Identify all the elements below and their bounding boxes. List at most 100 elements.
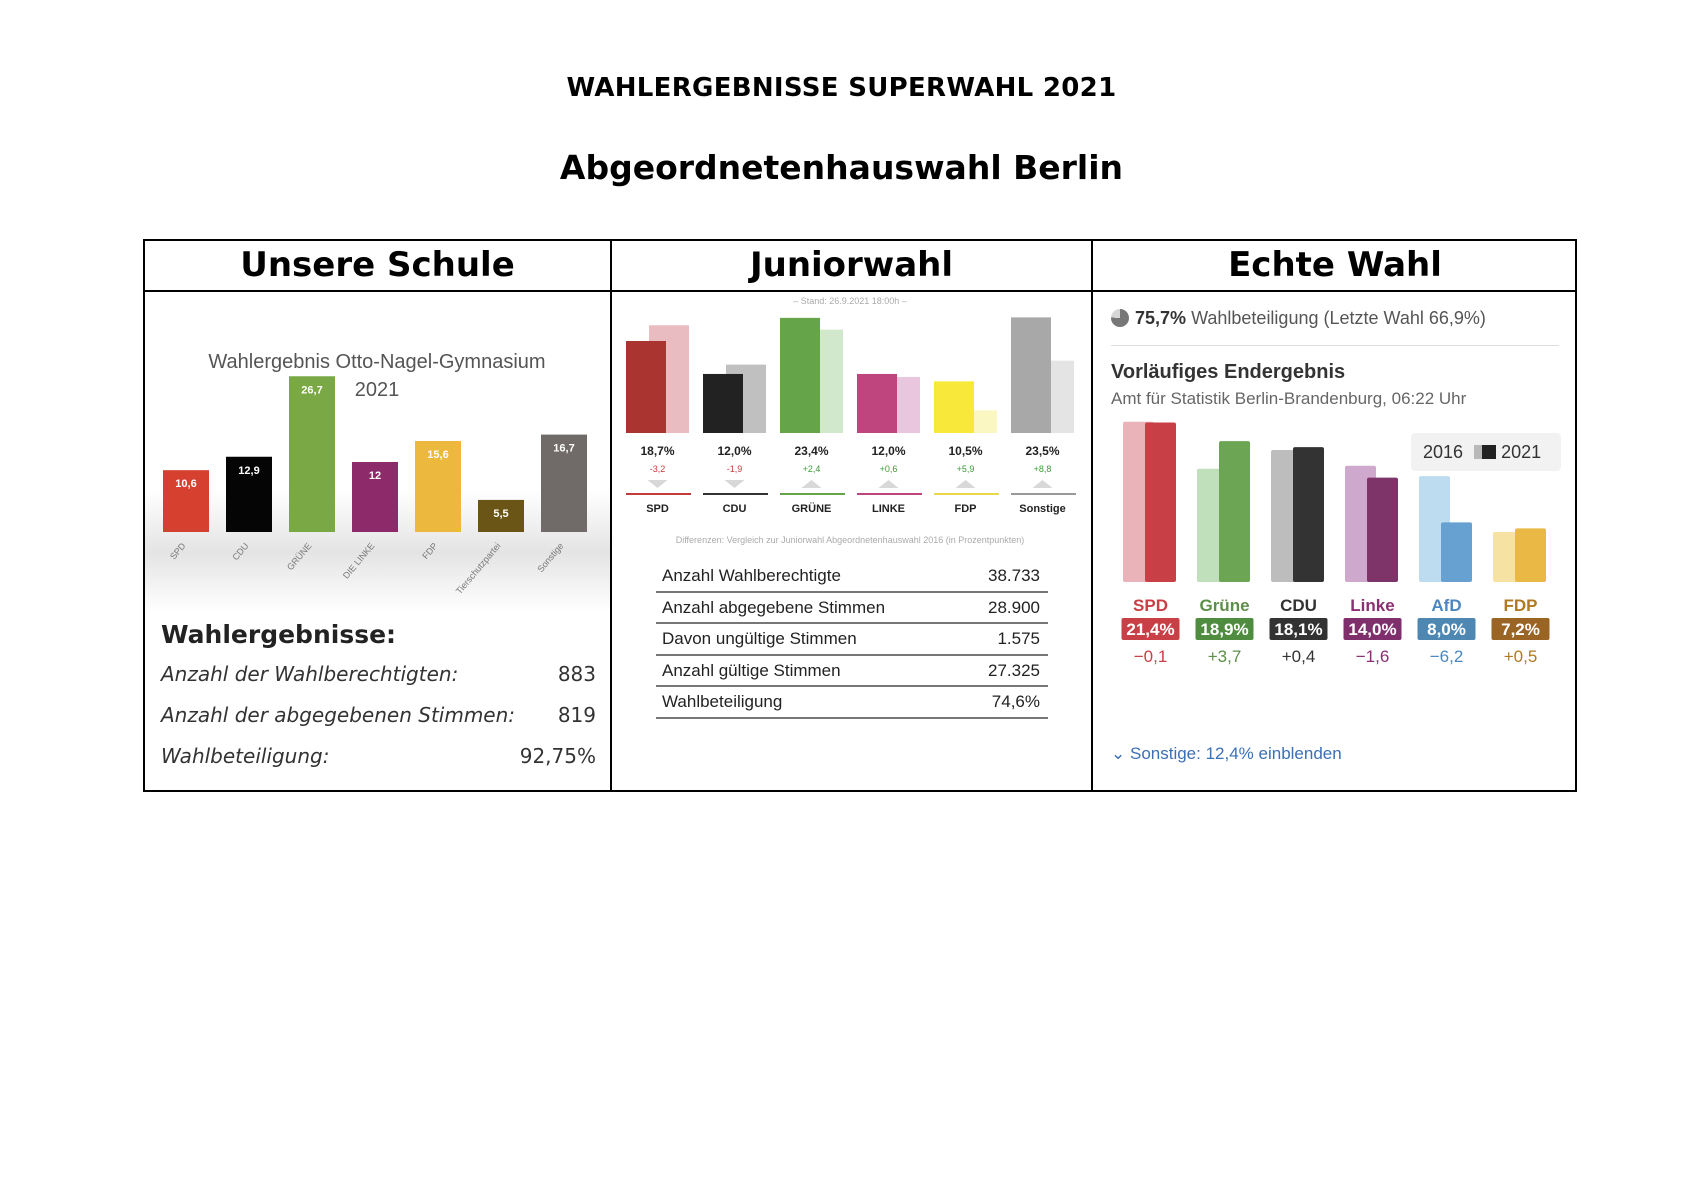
legend-2021-swatch	[1482, 445, 1497, 459]
junior-chart: – Stand: 26.9.2021 18:00h – Differenzen:…	[626, 296, 1076, 545]
junior-stat-value: 74,6%	[991, 692, 1040, 711]
value-badge	[1269, 618, 1328, 640]
junior-stat-label: Wahlbeteiligung	[662, 692, 783, 711]
column-header-school: Unsere Schule	[240, 245, 515, 285]
junior-panel: – Stand: 26.9.2021 18:00h – Differenzen:…	[612, 292, 1091, 792]
data-label: 12,0%	[871, 444, 905, 458]
junior-stat-value: 28.900	[988, 597, 1040, 617]
trend-arrow-icon	[724, 480, 745, 488]
junior-stat-label: Davon ungültige Stimmen	[662, 629, 857, 648]
diff-label: +2,4	[803, 464, 821, 474]
diff-label: +5,9	[957, 464, 975, 474]
x-tick-label: FDP	[1504, 596, 1538, 615]
value-badge	[1343, 618, 1402, 640]
bar-2021	[1011, 317, 1051, 433]
trend-arrow-icon	[955, 480, 976, 488]
junior-stat-label: Anzahl Wahlberechtigte	[662, 566, 841, 585]
data-label: 23,5%	[1025, 444, 1059, 458]
real-source: Amt für Statistik Berlin-Brandenburg, 06…	[1111, 389, 1467, 408]
bar-2021	[1145, 422, 1176, 582]
data-label: 18,7%	[640, 444, 674, 458]
column-header-real: Echte Wahl	[1228, 245, 1442, 285]
bar-2021	[626, 340, 666, 433]
turnout-line: 75,7% Wahlbeteiligung (Letzte Wahl 66,9%…	[1111, 308, 1486, 329]
school-stat-value: 92,75%	[519, 744, 596, 768]
x-tick-label: FDP	[955, 503, 977, 515]
data-label: 7,2%	[1501, 620, 1540, 639]
school-panel: Wahlergebnis Otto-Nagel-Gymnasium 2021 1…	[145, 292, 610, 792]
turnout-pie-icon	[1111, 309, 1129, 327]
show-others-toggle[interactable]: ⌄ Sonstige: 12,4% einblenden	[1111, 744, 1342, 764]
data-label: 12,9	[238, 465, 259, 477]
party-line	[780, 493, 845, 495]
x-tick-label: AfD	[1431, 596, 1461, 615]
data-label: 8,0%	[1427, 620, 1466, 639]
trend-arrow-icon	[878, 480, 899, 488]
value-badge	[1195, 618, 1254, 640]
x-tick-label: CDU	[1280, 596, 1317, 615]
diff-label: -1,9	[727, 464, 743, 474]
bar-2021	[1293, 447, 1324, 582]
real-heading: Vorläufiges Endergebnis	[1111, 361, 1346, 383]
diff-label: +3,7	[1208, 647, 1242, 666]
diff-label: +8,8	[1034, 464, 1052, 474]
trend-arrow-icon	[1032, 480, 1053, 488]
party-line	[857, 493, 922, 495]
diff-label: −0,1	[1134, 647, 1168, 666]
party-line	[626, 493, 691, 495]
party-line	[703, 493, 768, 495]
show-others-label: Sonstige: 12,4% einblenden	[1129, 744, 1342, 763]
chevron-down-icon: ⌄	[1111, 744, 1126, 763]
diff-label: +0,4	[1282, 647, 1316, 666]
turnout-text: Wahlbeteiligung (Letzte Wahl 66,9%)	[1191, 308, 1486, 328]
bar-2021	[1367, 477, 1398, 582]
school-results-heading: Wahlergebnisse:	[161, 620, 397, 649]
data-label: 18,1%	[1274, 620, 1322, 639]
chart-legend: 2016 2021	[1411, 433, 1561, 471]
bar-2021	[1219, 441, 1250, 582]
bar	[163, 470, 209, 532]
data-label: 23,4%	[794, 444, 828, 458]
divider	[1111, 345, 1559, 346]
junior-stand-text: – Stand: 26.9.2021 18:00h –	[793, 296, 907, 306]
school-stat-row: Anzahl der Wahlberechtigten: 883	[161, 662, 596, 687]
data-label: 12,0%	[717, 444, 751, 458]
bar-2021	[1515, 528, 1546, 582]
bar-2021	[780, 317, 820, 433]
value-badge	[1417, 618, 1476, 640]
junior-stats-table: Anzahl Wahlberechtigte 38.733 Anzahl abge…	[656, 561, 1048, 719]
data-label: 15,6	[427, 449, 448, 461]
value-badge	[1491, 618, 1550, 640]
table-row: Anzahl Wahlberechtigte 38.733	[656, 561, 1048, 593]
diff-label: −6,2	[1430, 647, 1464, 666]
turnout-value: 75,7%	[1135, 308, 1187, 328]
bar-2021	[1441, 522, 1472, 582]
document-subtitle: Abgeordnetenhauswahl Berlin	[559, 148, 1124, 187]
junior-stat-value: 1.575	[997, 629, 1040, 648]
junior-stat-label: Anzahl gültige Stimmen	[662, 660, 841, 680]
bar-2021	[934, 381, 974, 433]
party-line	[934, 493, 999, 495]
school-stat-label: Anzahl der Wahlberechtigten:	[161, 662, 459, 686]
data-label: 26,7	[301, 384, 322, 396]
diff-label: −1,6	[1356, 647, 1390, 666]
document-title: WAHLERGEBNISSE SUPERWAHL 2021	[566, 73, 1117, 103]
x-tick-label: Sonstige	[1019, 503, 1065, 515]
x-tick-label: CDU	[723, 503, 747, 515]
x-tick-label: Linke	[1350, 596, 1394, 615]
trend-arrow-icon	[801, 480, 822, 488]
data-label: 18,9%	[1200, 620, 1248, 639]
value-badge	[1121, 618, 1180, 640]
data-label: 5,5	[493, 508, 508, 520]
x-tick-label: SPD	[646, 503, 669, 515]
party-line	[1011, 493, 1076, 495]
data-label: 10,5%	[948, 444, 982, 458]
data-label: 14,0%	[1348, 620, 1396, 639]
bar	[478, 499, 524, 532]
table-row: Wahlbeteiligung 74,6%	[656, 687, 1048, 719]
school-chart-year: 2021	[355, 379, 400, 401]
real-panel: 75,7% Wahlbeteiligung (Letzte Wahl 66,9%…	[1093, 292, 1577, 792]
data-label: 21,4%	[1126, 620, 1174, 639]
school-stat-value: 883	[557, 662, 596, 686]
real-chart: SPD 21,4% −0,1 Grüne 18,9% +3,7 CDU 18,1% +0,4 Li…	[1121, 421, 1550, 666]
